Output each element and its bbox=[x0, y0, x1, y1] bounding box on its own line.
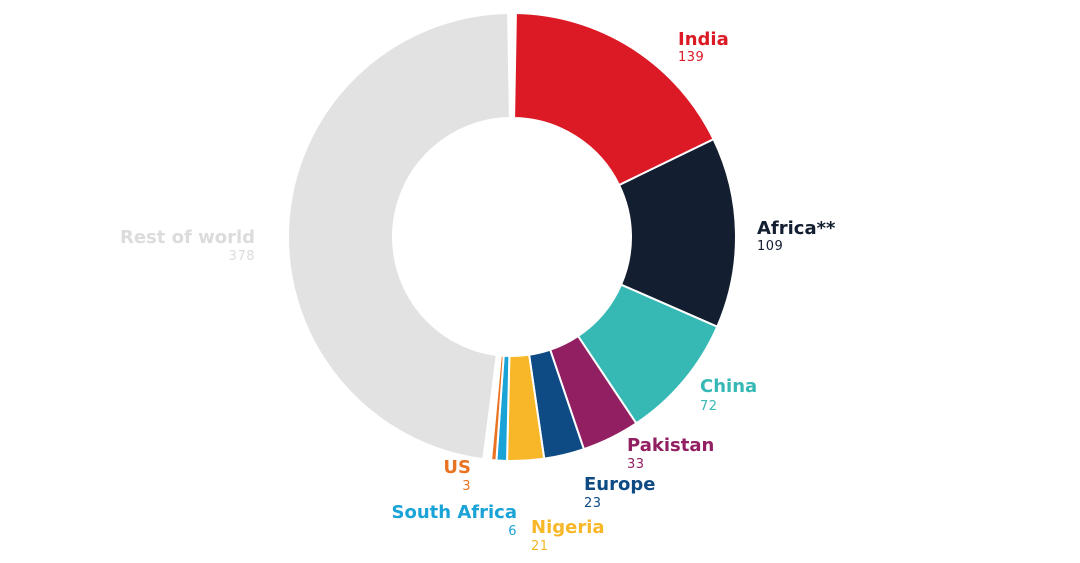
slice-value-china: 72 bbox=[700, 399, 718, 414]
slice-label-rest-of-world: Rest of world bbox=[120, 227, 255, 248]
slice-label-pakistan: Pakistan bbox=[627, 435, 714, 456]
slice-value-africa: 109 bbox=[757, 239, 783, 254]
slice-label-nigeria: Nigeria bbox=[531, 517, 605, 538]
slice-value-us: 3 bbox=[462, 479, 471, 494]
slice-label-india: India bbox=[678, 29, 729, 50]
slice-value-europe: 23 bbox=[584, 496, 602, 511]
slice-value-south-africa: 6 bbox=[508, 524, 517, 539]
slice-value-pakistan: 33 bbox=[627, 457, 645, 472]
slice-value-nigeria: 21 bbox=[531, 539, 549, 554]
slice-label-china: China bbox=[700, 376, 757, 397]
donut-labels: India 139 Africa** 109 China 72 Pakistan… bbox=[120, 29, 836, 554]
slice-label-us: US bbox=[443, 457, 471, 478]
slice-label-europe: Europe bbox=[584, 474, 655, 495]
donut-slice-rest-of-world bbox=[286, 12, 511, 461]
donut-slice-india bbox=[513, 12, 715, 187]
slice-value-rest-of-world: 378 bbox=[229, 249, 255, 264]
slice-label-south-africa: South Africa bbox=[392, 502, 517, 523]
donut-slices bbox=[286, 12, 737, 462]
slice-label-africa: Africa** bbox=[757, 218, 836, 239]
donut-slice-us bbox=[490, 354, 505, 462]
slice-value-india: 139 bbox=[678, 50, 704, 65]
